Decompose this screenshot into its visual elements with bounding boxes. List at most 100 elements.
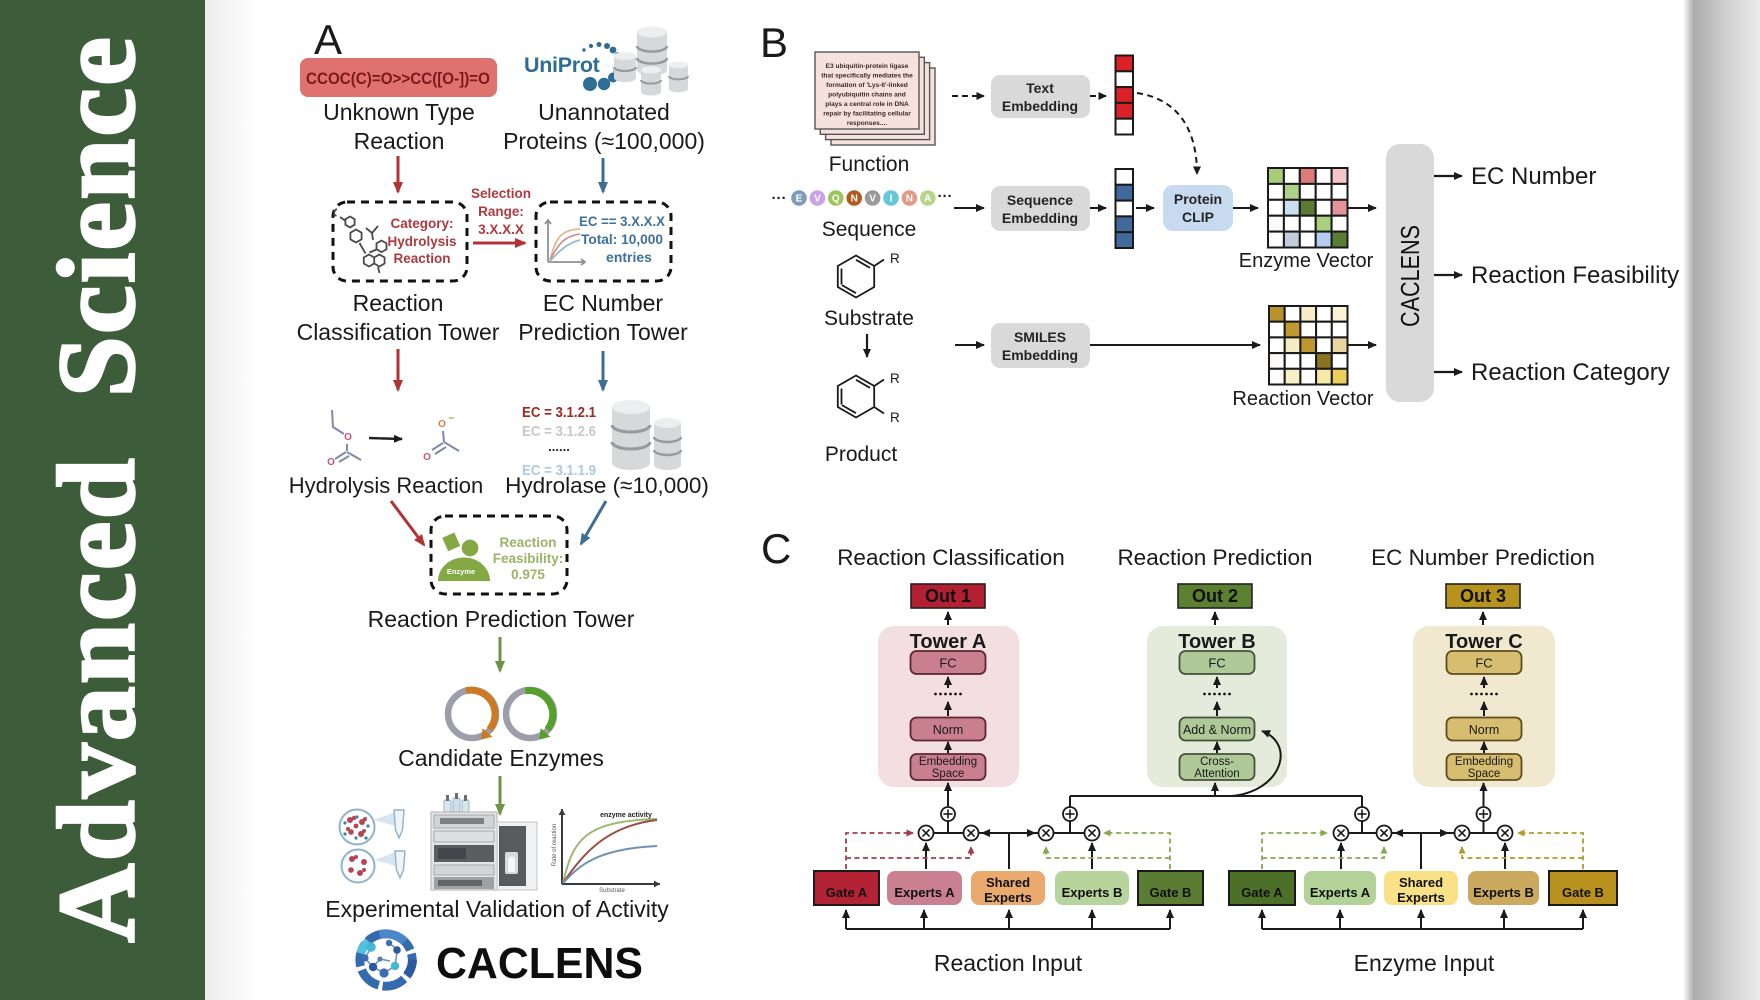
svg-text:Substrate: Substrate (599, 888, 625, 894)
svg-text:SMILES: SMILES (1014, 329, 1066, 345)
svg-text:Experts B: Experts B (1473, 885, 1534, 900)
svg-text:Enzyme Vector: Enzyme Vector (1239, 250, 1374, 272)
svg-text:UniProt: UniProt (524, 53, 600, 77)
svg-text:responses....: responses.... (847, 120, 887, 127)
svg-text:Function: Function (829, 153, 910, 176)
svg-text:EC == 3.X.X.X: EC == 3.X.X.X (579, 213, 666, 229)
svg-text:Reaction Feasibility: Reaction Feasibility (1471, 262, 1679, 289)
svg-text:Hydrolysis Reaction: Hydrolysis Reaction (289, 473, 483, 498)
svg-text:Category:: Category: (390, 216, 453, 231)
svg-text:Rate of reaction: Rate of reaction (552, 824, 558, 866)
svg-text:Unannotated: Unannotated (538, 99, 670, 125)
svg-text:Experts A: Experts A (1310, 885, 1371, 900)
svg-text:Total: 10,000: Total: 10,000 (581, 231, 663, 247)
svg-text:Shared: Shared (1399, 875, 1443, 890)
svg-text:Reaction Prediction Tower: Reaction Prediction Tower (368, 606, 635, 632)
svg-text:Out 1: Out 1 (925, 586, 971, 606)
svg-text:Experts A: Experts A (894, 885, 955, 900)
svg-text:Sequence: Sequence (1007, 192, 1073, 208)
svg-text:CCOC(C)=O>>CC([O-])=O: CCOC(C)=O>>CC([O-])=O (306, 69, 490, 88)
svg-text:Embedding: Embedding (1002, 98, 1078, 114)
svg-text:B: B (760, 19, 788, 66)
svg-text:Cross-: Cross- (1200, 756, 1234, 768)
svg-text:CLIP: CLIP (1182, 209, 1214, 225)
svg-text:V: V (814, 194, 821, 205)
svg-text:entries: entries (606, 249, 652, 265)
svg-text:that specifically mediates the: that specifically mediates the (821, 73, 913, 80)
svg-text:Tower C: Tower C (1445, 631, 1522, 653)
svg-text:EC Number: EC Number (1471, 163, 1596, 190)
svg-text:Unknown Type: Unknown Type (323, 99, 475, 125)
svg-text:Sequence: Sequence (822, 218, 917, 241)
svg-text:Embedding: Embedding (1455, 756, 1513, 768)
svg-text:N: N (851, 194, 858, 205)
svg-text:Norm: Norm (1469, 723, 1500, 737)
svg-text:formation of 'Lys-6'-linked: formation of 'Lys-6'-linked (826, 82, 908, 89)
svg-text:Reaction Prediction: Reaction Prediction (1117, 545, 1312, 570)
svg-text:V: V (869, 194, 876, 205)
svg-text:O: O (327, 457, 335, 468)
svg-text:Reaction Classification: Reaction Classification (837, 545, 1065, 570)
svg-text:Q: Q (832, 194, 840, 205)
svg-text:Substrate: Substrate (824, 307, 914, 330)
svg-text:Reaction: Reaction (354, 128, 445, 154)
svg-text:Space: Space (932, 768, 965, 780)
svg-text:EC = 3.1.2.1: EC = 3.1.2.1 (522, 405, 596, 421)
svg-text:0.975: 0.975 (511, 567, 545, 582)
svg-text:Attention: Attention (1194, 768, 1239, 780)
svg-text:Out 2: Out 2 (1192, 586, 1238, 606)
svg-text:Experts: Experts (984, 890, 1032, 905)
svg-text:Classification Tower: Classification Tower (297, 319, 500, 345)
svg-text:···: ··· (772, 190, 787, 207)
svg-text:Norm: Norm (933, 723, 964, 737)
svg-text:FC: FC (1208, 656, 1225, 671)
svg-text:Tower A: Tower A (910, 631, 987, 653)
svg-text:EC Number: EC Number (543, 290, 663, 316)
svg-text:FC: FC (1475, 656, 1492, 671)
svg-text:Hydrolysis: Hydrolysis (387, 234, 456, 249)
svg-text:Protein: Protein (1174, 191, 1222, 207)
svg-text:EC = 3.1.2.6: EC = 3.1.2.6 (522, 424, 596, 440)
svg-text:Product: Product (825, 443, 898, 466)
svg-text:Reaction Category: Reaction Category (1471, 359, 1670, 386)
svg-text:Gate A: Gate A (826, 885, 868, 900)
svg-text:Space: Space (1468, 768, 1501, 780)
svg-text:FC: FC (939, 656, 956, 671)
svg-text:Enzyme: Enzyme (447, 567, 475, 576)
svg-text:EC = 3.1.1.9: EC = 3.1.1.9 (522, 463, 596, 479)
svg-text:Reaction: Reaction (499, 535, 556, 550)
svg-text:Experimental Validation of Act: Experimental Validation of Activity (325, 896, 669, 922)
svg-text:A: A (314, 16, 342, 63)
svg-text:R: R (890, 410, 900, 425)
svg-text:Experts B: Experts B (1062, 885, 1123, 900)
svg-text:CACLENS: CACLENS (1395, 225, 1425, 327)
svg-text:I: I (890, 194, 893, 205)
svg-text:···: ··· (938, 188, 953, 205)
svg-text:Feasibility:: Feasibility: (493, 551, 564, 566)
svg-text:Reaction: Reaction (353, 290, 444, 316)
svg-text:Out 3: Out 3 (1460, 586, 1506, 606)
svg-text:Prediction Tower: Prediction Tower (518, 319, 688, 345)
svg-text:Gate B: Gate B (1150, 885, 1192, 900)
svg-text:Reaction: Reaction (393, 251, 450, 266)
svg-text:Enzyme Input: Enzyme Input (1354, 950, 1495, 976)
svg-text:O: O (423, 452, 431, 463)
svg-text:......: ...... (548, 439, 570, 454)
svg-text:EC Number Prediction: EC Number Prediction (1371, 545, 1595, 570)
svg-text:Gate B: Gate B (1562, 885, 1604, 900)
svg-text:Add & Norm: Add & Norm (1183, 723, 1251, 737)
svg-text:Candidate Enzymes: Candidate Enzymes (398, 745, 604, 771)
svg-text:C: C (761, 525, 791, 572)
svg-text:E3 ubiquitin-protein ligase: E3 ubiquitin-protein ligase (826, 63, 909, 70)
svg-text:A: A (924, 194, 931, 205)
svg-text:CACLENS: CACLENS (436, 939, 643, 988)
svg-text:Embedding: Embedding (1002, 347, 1078, 363)
svg-text:Hydrolase (≈10,000): Hydrolase (≈10,000) (505, 473, 709, 498)
svg-text:Selection: Selection (471, 186, 531, 201)
svg-text:Tower B: Tower B (1178, 631, 1255, 653)
svg-text:Gate A: Gate A (1241, 885, 1283, 900)
svg-text:Proteins (≈100,000): Proteins (≈100,000) (503, 128, 705, 154)
svg-text:3.X.X.X: 3.X.X.X (478, 222, 524, 237)
svg-text:R: R (890, 371, 900, 386)
svg-text:enzyme activity: enzyme activity (600, 812, 652, 819)
